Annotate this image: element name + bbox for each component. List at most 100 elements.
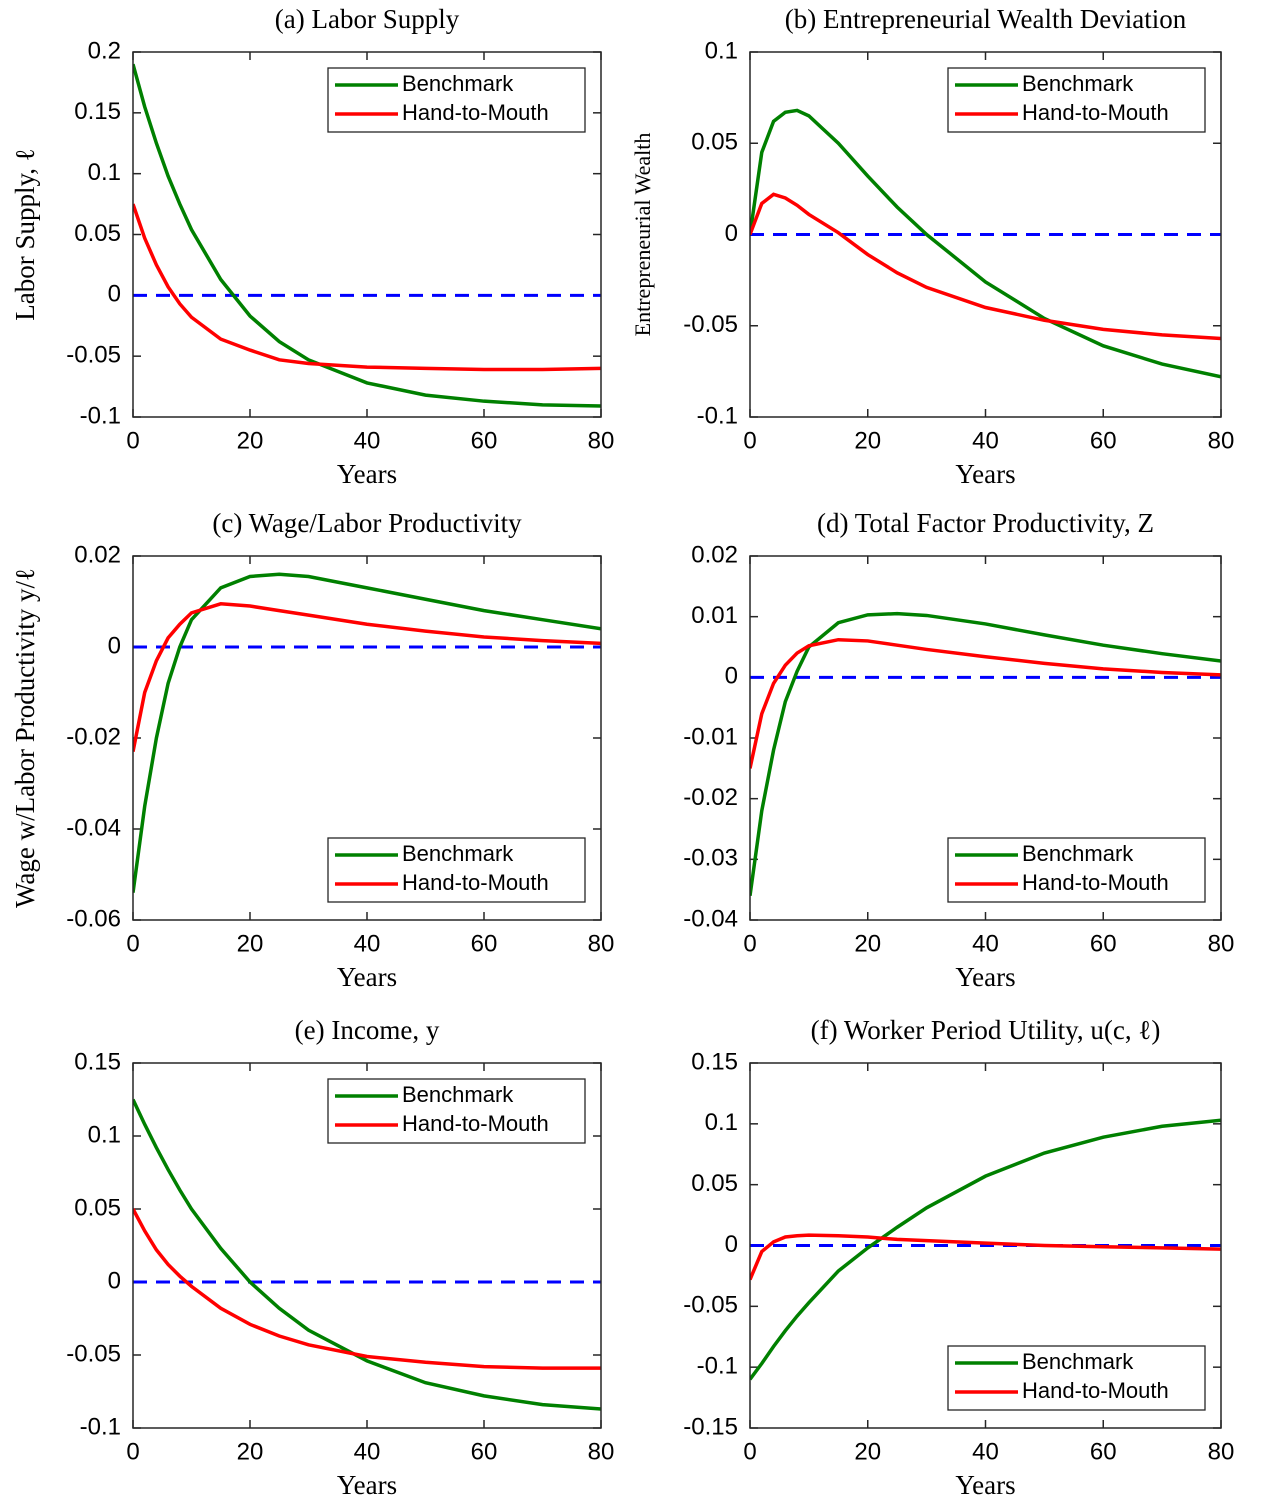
legend-box bbox=[327, 67, 586, 133]
x-tick-label: 60 bbox=[1090, 930, 1117, 957]
y-tick-label: 0.02 bbox=[691, 541, 738, 568]
axes-box bbox=[132, 1062, 602, 1429]
axes-box bbox=[749, 555, 1222, 921]
axes-box bbox=[749, 51, 1222, 418]
y-tick-label: -0.06 bbox=[66, 905, 121, 932]
legend-label: Benchmark bbox=[1022, 841, 1134, 866]
y-tick-label: 0.02 bbox=[74, 541, 121, 568]
x-tick-label: 80 bbox=[588, 930, 615, 957]
legend-label: Benchmark bbox=[402, 841, 514, 866]
legend-label: Hand-to-Mouth bbox=[1022, 100, 1169, 125]
y-tick-label: 0 bbox=[108, 632, 121, 659]
x-tick-label: 80 bbox=[1208, 1438, 1235, 1465]
y-tick-label: 0.15 bbox=[691, 1048, 738, 1075]
x-axis-label: Years bbox=[955, 962, 1015, 992]
legend-box bbox=[327, 1078, 586, 1144]
y-tick-label: 0.15 bbox=[74, 1048, 121, 1075]
x-tick-label: 40 bbox=[972, 1438, 999, 1465]
x-tick-label: 60 bbox=[471, 1438, 498, 1465]
y-tick-label: -0.05 bbox=[683, 311, 738, 338]
y-tick-label: 0 bbox=[108, 281, 121, 308]
series-line bbox=[750, 108, 1221, 379]
legend-label: Benchmark bbox=[1022, 1349, 1134, 1374]
x-tick-label: 60 bbox=[471, 930, 498, 957]
legend-label: Hand-to-Mouth bbox=[1022, 1378, 1169, 1403]
legend-label: Benchmark bbox=[402, 71, 514, 96]
x-tick-label: 60 bbox=[471, 427, 498, 454]
x-tick-label: 0 bbox=[126, 427, 139, 454]
axes-box bbox=[132, 51, 602, 418]
x-tick-label: 80 bbox=[1208, 427, 1235, 454]
legend-label: Hand-to-Mouth bbox=[402, 100, 549, 125]
x-tick-label: 0 bbox=[743, 930, 756, 957]
y-tick-label: -0.05 bbox=[66, 342, 121, 369]
series-line bbox=[750, 1233, 1221, 1281]
x-tick-label: 40 bbox=[972, 930, 999, 957]
series-line bbox=[133, 572, 601, 893]
legend-box bbox=[947, 837, 1206, 903]
y-tick-label: -0.1 bbox=[697, 402, 738, 429]
x-axis-label: Years bbox=[337, 459, 397, 489]
y-tick-label: 0 bbox=[108, 1267, 121, 1294]
legend-label: Benchmark bbox=[1022, 71, 1134, 96]
y-tick-label: 0.2 bbox=[88, 37, 121, 64]
y-tick-label: -0.05 bbox=[683, 1292, 738, 1319]
x-tick-label: 40 bbox=[354, 427, 381, 454]
series-line bbox=[133, 1208, 601, 1370]
x-axis-label: Years bbox=[955, 459, 1015, 489]
x-axis-label: Years bbox=[337, 1470, 397, 1500]
legend-box bbox=[327, 837, 586, 903]
y-tick-label: -0.04 bbox=[66, 814, 121, 841]
y-tick-label: -0.04 bbox=[683, 905, 738, 932]
x-tick-label: 0 bbox=[743, 427, 756, 454]
y-tick-label: 0 bbox=[725, 1231, 738, 1258]
y-tick-label: -0.02 bbox=[66, 723, 121, 750]
chart-title: (f) Worker Period Utility, u(c, ℓ) bbox=[811, 1015, 1161, 1045]
series-line bbox=[750, 637, 1221, 769]
x-tick-label: 20 bbox=[854, 1438, 881, 1465]
y-axis-label: Entrepreneurial Wealth bbox=[630, 133, 655, 337]
x-tick-label: 80 bbox=[588, 427, 615, 454]
y-tick-label: -0.03 bbox=[683, 845, 738, 872]
legend-label: Benchmark bbox=[402, 1082, 514, 1107]
chart-title: (c) Wage/Labor Productivity bbox=[212, 508, 522, 538]
series-line bbox=[133, 1098, 601, 1411]
y-tick-label: 0.01 bbox=[691, 602, 738, 629]
x-tick-label: 40 bbox=[354, 930, 381, 957]
chart-title: (b) Entrepreneurial Wealth Deviation bbox=[785, 4, 1187, 34]
series-line bbox=[750, 1118, 1221, 1381]
x-tick-label: 60 bbox=[1090, 1438, 1117, 1465]
series-line bbox=[750, 192, 1221, 341]
y-tick-label: 0.15 bbox=[74, 98, 121, 125]
y-tick-label: -0.1 bbox=[697, 1353, 738, 1380]
y-tick-label: -0.05 bbox=[66, 1340, 121, 1367]
x-axis-label: Years bbox=[955, 1470, 1015, 1500]
legend-label: Hand-to-Mouth bbox=[1022, 870, 1169, 895]
series-line bbox=[750, 611, 1221, 896]
x-tick-label: 0 bbox=[743, 1438, 756, 1465]
x-tick-label: 20 bbox=[237, 930, 264, 957]
y-tick-label: -0.02 bbox=[683, 784, 738, 811]
y-tick-label: 0.05 bbox=[691, 129, 738, 156]
x-tick-label: 40 bbox=[354, 1438, 381, 1465]
x-tick-label: 0 bbox=[126, 930, 139, 957]
x-tick-label: 80 bbox=[1208, 930, 1235, 957]
chart-title: (d) Total Factor Productivity, Z bbox=[817, 508, 1154, 538]
y-tick-label: -0.1 bbox=[80, 1413, 121, 1440]
x-tick-label: 0 bbox=[126, 1438, 139, 1465]
y-tick-label: 0.1 bbox=[88, 1121, 121, 1148]
chart-title: (a) Labor Supply bbox=[275, 4, 460, 34]
chart-title: (e) Income, y bbox=[295, 1015, 440, 1045]
legend-box bbox=[947, 1345, 1206, 1411]
legend-box bbox=[947, 67, 1206, 133]
y-tick-label: 0.1 bbox=[705, 1109, 738, 1136]
y-tick-label: 0.1 bbox=[705, 37, 738, 64]
x-axis-label: Years bbox=[337, 962, 397, 992]
y-tick-label: 0 bbox=[725, 663, 738, 690]
y-tick-label: 0.05 bbox=[691, 1170, 738, 1197]
y-tick-label: -0.01 bbox=[683, 723, 738, 750]
y-tick-label: -0.15 bbox=[683, 1413, 738, 1440]
y-tick-label: 0.05 bbox=[74, 1194, 121, 1221]
x-tick-label: 20 bbox=[237, 1438, 264, 1465]
